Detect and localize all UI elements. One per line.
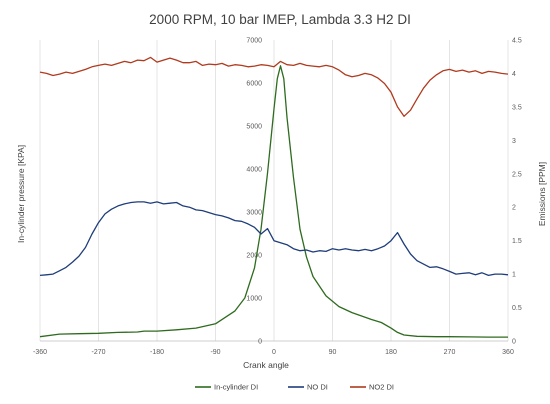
y-tick-label: 2000 <box>246 253 262 260</box>
y2-tick-label: 2.5 <box>512 171 522 178</box>
legend-label-1: In-cylinder DI <box>214 383 258 392</box>
y-tick-label: 5000 <box>246 124 262 131</box>
y2-ticks: 0 0.5 1 1.5 2 2.5 3 3.5 4 4.5 <box>512 38 522 346</box>
y-axis-label: In-cylinder pressure [KPA] <box>16 145 26 243</box>
series-line-3 <box>39 56 509 117</box>
y2-tick-label: 1 <box>512 272 516 279</box>
y-tick-label: 4000 <box>246 167 262 174</box>
x-tick-label: 90 <box>329 349 337 356</box>
x-tick-label: 0 <box>272 349 276 356</box>
chart-title: 2000 RPM, 10 bar IMEP, Lambda 3.3 H2 DI <box>149 12 411 27</box>
legend-label-3: NO2 DI <box>369 383 394 392</box>
x-tick-label: 270 <box>444 349 456 356</box>
y-tick-label: 3000 <box>246 210 262 217</box>
x-tick-label: 180 <box>385 349 397 356</box>
y2-tick-label: 0 <box>512 339 516 346</box>
x-tick-label: -360 <box>33 349 47 356</box>
legend-label-2: NO DI <box>307 383 328 392</box>
y-ticks: 0 1000 2000 3000 4000 5000 6000 7000 <box>246 38 262 346</box>
x-tick-label: 360 <box>502 349 514 356</box>
x-tick-label: -270 <box>91 349 105 356</box>
series-lines <box>39 56 509 338</box>
y-tick-label: 0 <box>258 339 262 346</box>
x-axis-label: Crank angle <box>243 360 289 370</box>
y2-axis-label: Emissions [PPM] <box>537 162 547 226</box>
y-tick-label: 6000 <box>246 81 262 88</box>
series-line-2 <box>39 201 509 277</box>
y2-tick-label: 3.5 <box>512 104 522 111</box>
y2-tick-label: 4 <box>512 71 516 78</box>
y2-tick-label: 0.5 <box>512 305 522 312</box>
grid <box>39 40 509 341</box>
y2-tick-label: 4.5 <box>512 38 522 45</box>
x-ticks: -360 -270 -180 -90 0 90 180 270 360 <box>33 349 514 356</box>
x-tick-label: -90 <box>210 349 220 356</box>
y-tick-label: 1000 <box>246 296 262 303</box>
y2-tick-label: 3 <box>512 138 516 145</box>
y-tick-label: 7000 <box>246 38 262 45</box>
legend: In-cylinder DI NO DI NO2 DI <box>195 383 394 392</box>
x-tick-label: -180 <box>150 349 164 356</box>
y2-tick-label: 2 <box>512 205 516 212</box>
y2-tick-label: 1.5 <box>512 238 522 245</box>
series-line-1 <box>39 65 508 338</box>
